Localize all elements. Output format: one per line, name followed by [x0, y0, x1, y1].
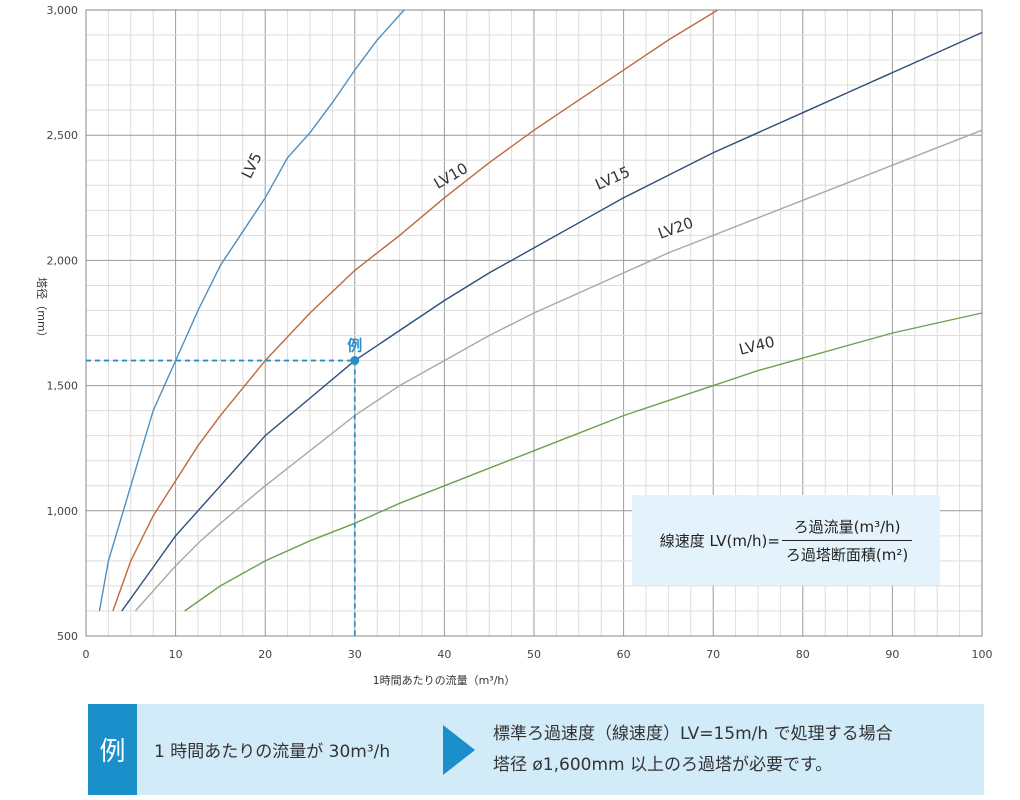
curve-labels: LV5 LV10 LV15 LV20 LV40 [238, 150, 777, 359]
line-chart: 0 10 20 30 40 50 60 70 80 90 100 500 1,000 1,500 2,000… [35, 4, 993, 687]
x-tick-label: 60 [617, 648, 631, 661]
x-tick-label: 90 [885, 648, 899, 661]
y-tick-label: 2,500 [47, 129, 79, 142]
y-tick-label: 1,000 [47, 505, 79, 518]
curve-label-lv40: LV40 [737, 333, 776, 359]
series-lines [98, 9, 983, 612]
x-tick-label: 100 [972, 648, 993, 661]
example-condition: 1 時間あたりの流量が 30m³/h [154, 742, 391, 762]
example-badge: 例 [88, 704, 137, 795]
curve-label-lv15: LV15 [592, 163, 632, 194]
x-tick-label: 70 [706, 648, 720, 661]
y-axis-title: 塔径（mm） [35, 277, 48, 342]
series-line-lv20 [134, 129, 983, 612]
example-bar: 例 1 時間あたりの流量が 30m³/h 標準ろ過速度（線速度）LV=15m/h… [88, 704, 984, 795]
x-tick-label: 50 [527, 648, 541, 661]
series-line-lv10 [112, 9, 719, 612]
y-tick-label: 500 [57, 630, 78, 643]
series-line-lv15 [121, 31, 983, 612]
x-tick-label: 10 [169, 648, 183, 661]
y-tick-label: 2,000 [47, 254, 79, 267]
x-tick-label: 20 [258, 648, 272, 661]
series-line-lv5 [98, 9, 405, 612]
plot-frame [85, 9, 983, 637]
example-guide: 例 [86, 337, 362, 636]
y-tick-label: 3,000 [47, 4, 79, 17]
example-result: 標準ろ過速度（線速度）LV=15m/h で処理する場合 塔径 ø1,600mm … [493, 719, 893, 781]
x-tick-label: 0 [83, 648, 90, 661]
curve-label-lv20: LV20 [656, 214, 696, 243]
series-line-lv40 [184, 312, 983, 612]
formula-box: 線速度 LV(m/h)= ろ過流量(m³/h) ろ過塔断面積(m²) [632, 495, 940, 585]
arrow-right-icon [443, 724, 475, 775]
example-point-label: 例 [347, 337, 362, 355]
example-result-line1: 標準ろ過速度（線速度）LV=15m/h で処理する場合 [493, 723, 893, 744]
formula-lhs: 線速度 LV(m/h)= [659, 531, 780, 550]
example-point [350, 356, 360, 366]
formula-fraction: ろ過流量(m³/h) ろ過塔断面積(m²) [781, 516, 913, 565]
curve-label-lv10: LV10 [431, 159, 471, 193]
formula-numerator: ろ過流量(m³/h) [793, 517, 901, 536]
x-tick-label: 40 [437, 648, 451, 661]
x-axis-title: 1時間あたりの流量（m³/h） [373, 673, 516, 687]
formula-denominator: ろ過塔断面積(m²) [781, 539, 913, 565]
x-tick-label: 30 [348, 648, 362, 661]
example-result-line2: 塔径 ø1,600mm 以上のろ過塔が必要です。 [493, 754, 833, 775]
y-tick-label: 1,500 [47, 380, 79, 393]
curve-label-lv5: LV5 [238, 150, 266, 182]
axes: 0 10 20 30 40 50 60 70 80 90 100 500 1,000 1,500 2,000… [35, 4, 993, 687]
x-tick-label: 80 [796, 648, 810, 661]
